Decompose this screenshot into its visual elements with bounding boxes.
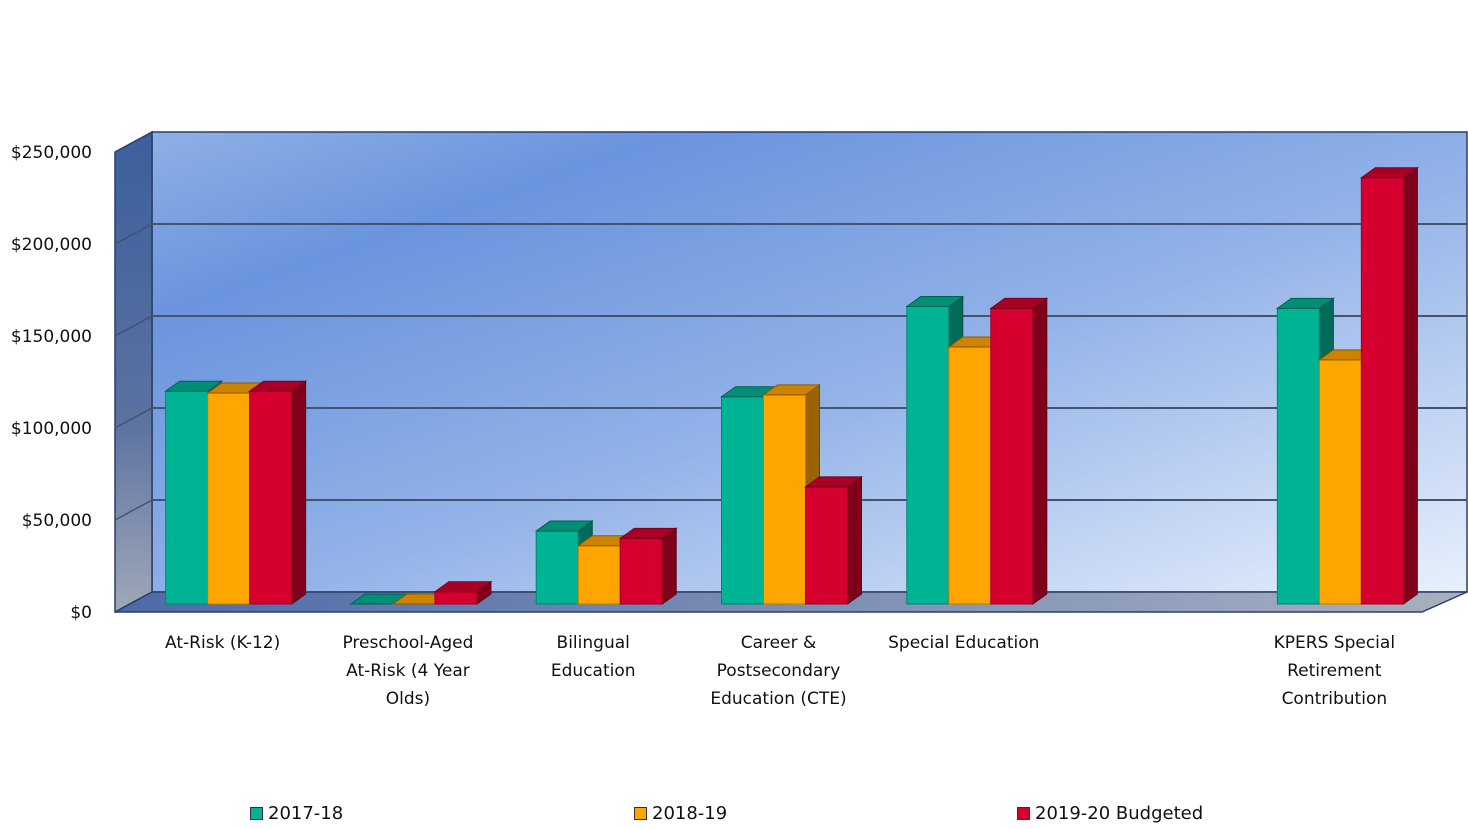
side-wall xyxy=(114,130,153,614)
bar xyxy=(1359,166,1419,605)
bar-side xyxy=(661,527,677,605)
legend-swatch xyxy=(250,807,263,820)
bar-front xyxy=(434,591,478,605)
bar-front xyxy=(1360,177,1404,605)
legend-item: 2018-19 xyxy=(634,803,727,824)
x-tick-label: Special Education xyxy=(888,633,1039,653)
bar-front xyxy=(906,306,950,605)
bar xyxy=(248,380,308,605)
x-tick-label: Contribution xyxy=(1282,689,1388,709)
bar-top xyxy=(905,296,965,308)
bar-top xyxy=(989,297,1049,309)
gridline-side xyxy=(114,315,153,337)
bars xyxy=(164,166,1419,605)
x-tick-label: Education (CTE) xyxy=(710,689,846,709)
bar xyxy=(989,297,1049,605)
legend-label: 2019-20 Budgeted xyxy=(1035,803,1204,824)
bar-front xyxy=(619,537,663,605)
legend-label: 2018-19 xyxy=(652,803,728,824)
x-tick-label: Education xyxy=(551,661,636,681)
legend: 2017-18 2018-19 2019-20 Budgeted xyxy=(0,803,1468,829)
y-tick-label: $150,000 xyxy=(11,327,92,347)
y-tick-label: $100,000 xyxy=(11,419,92,439)
bar-front xyxy=(763,394,806,605)
x-tick-label: Career & xyxy=(741,633,816,653)
bar xyxy=(803,475,864,605)
gridline-side xyxy=(114,499,153,521)
bar-top xyxy=(164,380,224,392)
bar-side xyxy=(1032,297,1048,605)
legend-item: 2019-20 Budgeted xyxy=(1017,803,1203,824)
bar-top xyxy=(803,476,864,488)
x-tick-label: Olds) xyxy=(386,689,430,709)
bar-front xyxy=(805,486,848,605)
x-axis-labels: At-Risk (K-12) Preschool-Aged At-Risk (4 Y… xyxy=(165,633,1395,709)
y-tick-label: $200,000 xyxy=(11,235,92,255)
bar-front xyxy=(165,390,209,605)
bar-top xyxy=(761,384,822,396)
x-tick-label: KPERS Special xyxy=(1274,633,1395,653)
bar-side xyxy=(291,380,307,605)
bar-top xyxy=(248,380,308,392)
bar-front xyxy=(721,396,764,605)
x-tick-label: At-Risk (4 Year xyxy=(346,661,470,681)
x-tick-label: At-Risk (K-12) xyxy=(165,633,280,653)
bar-front xyxy=(990,307,1034,605)
bar-top xyxy=(1359,167,1419,179)
legend-swatch xyxy=(634,807,647,820)
bar-front xyxy=(249,390,293,605)
bar-front xyxy=(207,392,251,605)
bar-front xyxy=(1276,307,1320,605)
bar-top xyxy=(1275,297,1335,309)
legend-swatch xyxy=(1017,807,1030,820)
bar-front xyxy=(535,530,579,605)
bar-top xyxy=(433,581,493,593)
gridline-side xyxy=(114,407,153,429)
legend-item: 2017-18 xyxy=(250,803,343,824)
bar-front xyxy=(1318,359,1362,605)
bar-side xyxy=(847,475,862,605)
bar-front xyxy=(948,346,992,605)
bar-front xyxy=(577,545,621,605)
x-tick-label: Bilingual xyxy=(557,633,630,653)
y-tick-label: $50,000 xyxy=(22,511,92,531)
y-tick-label: $250,000 xyxy=(11,143,92,163)
x-tick-label: Postsecondary xyxy=(717,661,841,681)
bar-chart: $0 $50,000 $100,000 $150,000 $200,000 $250,00… xyxy=(11,130,1468,709)
bar-top xyxy=(618,527,678,539)
x-tick-label: Preschool-Aged xyxy=(342,633,473,653)
x-tick-label: Retirement xyxy=(1287,661,1382,681)
bar xyxy=(618,527,678,605)
bar xyxy=(433,580,493,605)
gridline-side xyxy=(114,223,153,245)
bar-side xyxy=(1402,166,1418,605)
legend-label: 2017-18 xyxy=(268,803,344,824)
y-tick-label: $0 xyxy=(70,603,92,623)
y-axis-ticks: $0 $50,000 $100,000 $150,000 $200,000 $250,00… xyxy=(11,143,92,623)
bar-top xyxy=(534,520,594,532)
